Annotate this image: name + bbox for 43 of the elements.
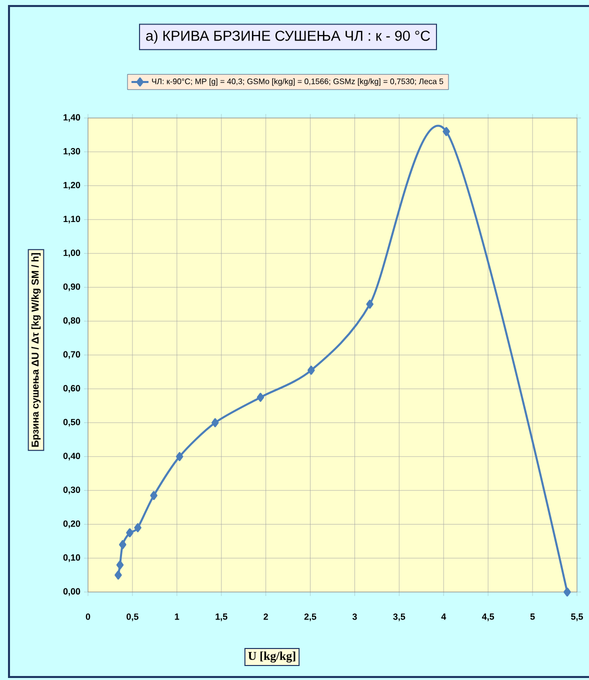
y-tick-label: 1,00 <box>64 250 80 258</box>
point <box>212 418 219 428</box>
point <box>176 452 184 462</box>
y-tick-label: 1,20 <box>64 182 80 190</box>
chart-title: a) КРИВА БРЗИНЕ СУШЕЊА ЧЛ : к - 90 °C <box>146 30 430 44</box>
y-axis-title: Брзина сушења ΔU / Δτ [kg W/kg SM / h] <box>31 253 41 447</box>
x-axis-title: U [kg/kg] <box>248 652 296 662</box>
point <box>119 540 126 550</box>
x-tick-label: 5,5 <box>571 614 583 622</box>
x-tick-label: 1,5 <box>216 614 228 622</box>
point <box>114 570 122 580</box>
y-tick-label: 0,80 <box>63 317 80 325</box>
point <box>564 588 571 596</box>
x-tick-label: 1 <box>174 614 180 620</box>
x-tick-label: 2,5 <box>304 614 316 622</box>
y-tick-label: 0,00 <box>63 588 80 596</box>
y-tick-label: 1,30 <box>64 148 80 156</box>
y-tick-label: 1,10 <box>64 216 80 224</box>
point <box>150 491 158 500</box>
x-tick-label: 4,5 <box>482 614 494 622</box>
point <box>126 528 134 538</box>
x-tick-label: 2 <box>264 614 268 620</box>
y-tick-label: 0,10 <box>63 554 80 562</box>
y-tick-label: 0,40 <box>63 452 80 460</box>
x-tick-label: 3,5 <box>393 614 406 622</box>
y-tick-label: 0,50 <box>63 418 80 427</box>
x-tick-label: 5 <box>530 614 535 620</box>
y-tick-label: 0,70 <box>63 351 80 359</box>
point <box>442 127 450 136</box>
point <box>116 560 124 570</box>
x-tick-label: 4 <box>441 614 446 620</box>
point <box>256 392 264 402</box>
point <box>366 300 374 309</box>
x-tick-label: 0 <box>86 614 90 620</box>
x-tick-label: 3 <box>352 614 357 620</box>
y-tick-label: 0,30 <box>63 486 80 494</box>
x-tick-label: 0,5 <box>126 614 138 622</box>
y-tick-label: 0,20 <box>63 520 80 528</box>
point <box>134 523 142 532</box>
y-tick-label: 0,90 <box>63 283 80 292</box>
point <box>308 366 315 375</box>
y-tick-label: 0,60 <box>63 385 80 393</box>
y-tick-label: 1,40 <box>64 114 80 122</box>
